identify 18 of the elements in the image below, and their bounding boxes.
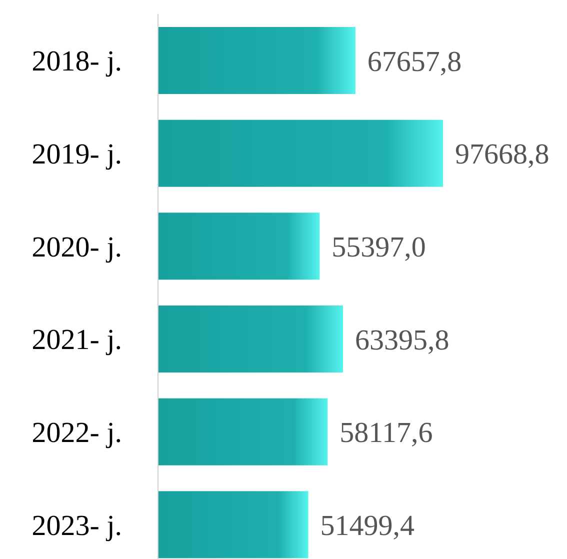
y-tick-label: 2018- j. bbox=[32, 46, 122, 78]
y-tick-label: 2020- j. bbox=[32, 231, 122, 264]
data-label: 97668,8 bbox=[455, 138, 550, 171]
bar bbox=[158, 491, 308, 558]
bar bbox=[158, 398, 328, 466]
y-tick-label: 2023- j. bbox=[32, 510, 122, 542]
bar bbox=[158, 26, 356, 94]
data-label: 58117,6 bbox=[340, 417, 433, 450]
bar bbox=[158, 305, 343, 372]
data-label: 55397,0 bbox=[332, 231, 426, 264]
y-tick-label: 2019- j. bbox=[32, 138, 122, 171]
bar bbox=[158, 212, 320, 280]
data-label: 67657,8 bbox=[367, 46, 462, 78]
y-tick-label: 2022- j. bbox=[32, 417, 122, 450]
bar bbox=[158, 120, 443, 187]
y-tick-label: 2021- j. bbox=[32, 324, 122, 356]
data-label: 51499,4 bbox=[320, 510, 416, 542]
data-label: 63395,8 bbox=[354, 324, 450, 356]
